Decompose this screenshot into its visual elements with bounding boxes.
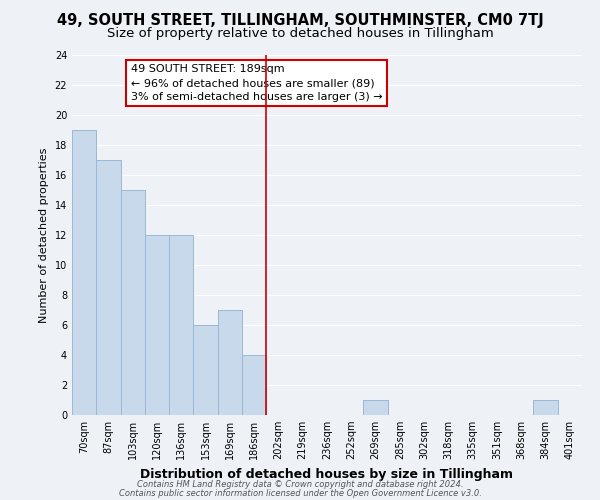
X-axis label: Distribution of detached houses by size in Tillingham: Distribution of detached houses by size … [140, 468, 514, 480]
Bar [72, 130, 96, 415]
Bar [96, 160, 121, 415]
Bar [218, 310, 242, 415]
Bar [242, 355, 266, 415]
Text: 49 SOUTH STREET: 189sqm
← 96% of detached houses are smaller (89)
3% of semi-det: 49 SOUTH STREET: 189sqm ← 96% of detache… [131, 64, 382, 102]
Text: Contains HM Land Registry data © Crown copyright and database right 2024.: Contains HM Land Registry data © Crown c… [137, 480, 463, 489]
Y-axis label: Number of detached properties: Number of detached properties [39, 148, 49, 322]
Bar [145, 235, 169, 415]
Bar [364, 400, 388, 415]
Text: 49, SOUTH STREET, TILLINGHAM, SOUTHMINSTER, CM0 7TJ: 49, SOUTH STREET, TILLINGHAM, SOUTHMINST… [56, 12, 544, 28]
Bar [169, 235, 193, 415]
Text: Contains public sector information licensed under the Open Government Licence v3: Contains public sector information licen… [119, 488, 481, 498]
Bar [193, 325, 218, 415]
Bar [121, 190, 145, 415]
Text: Size of property relative to detached houses in Tillingham: Size of property relative to detached ho… [107, 28, 493, 40]
Bar [533, 400, 558, 415]
